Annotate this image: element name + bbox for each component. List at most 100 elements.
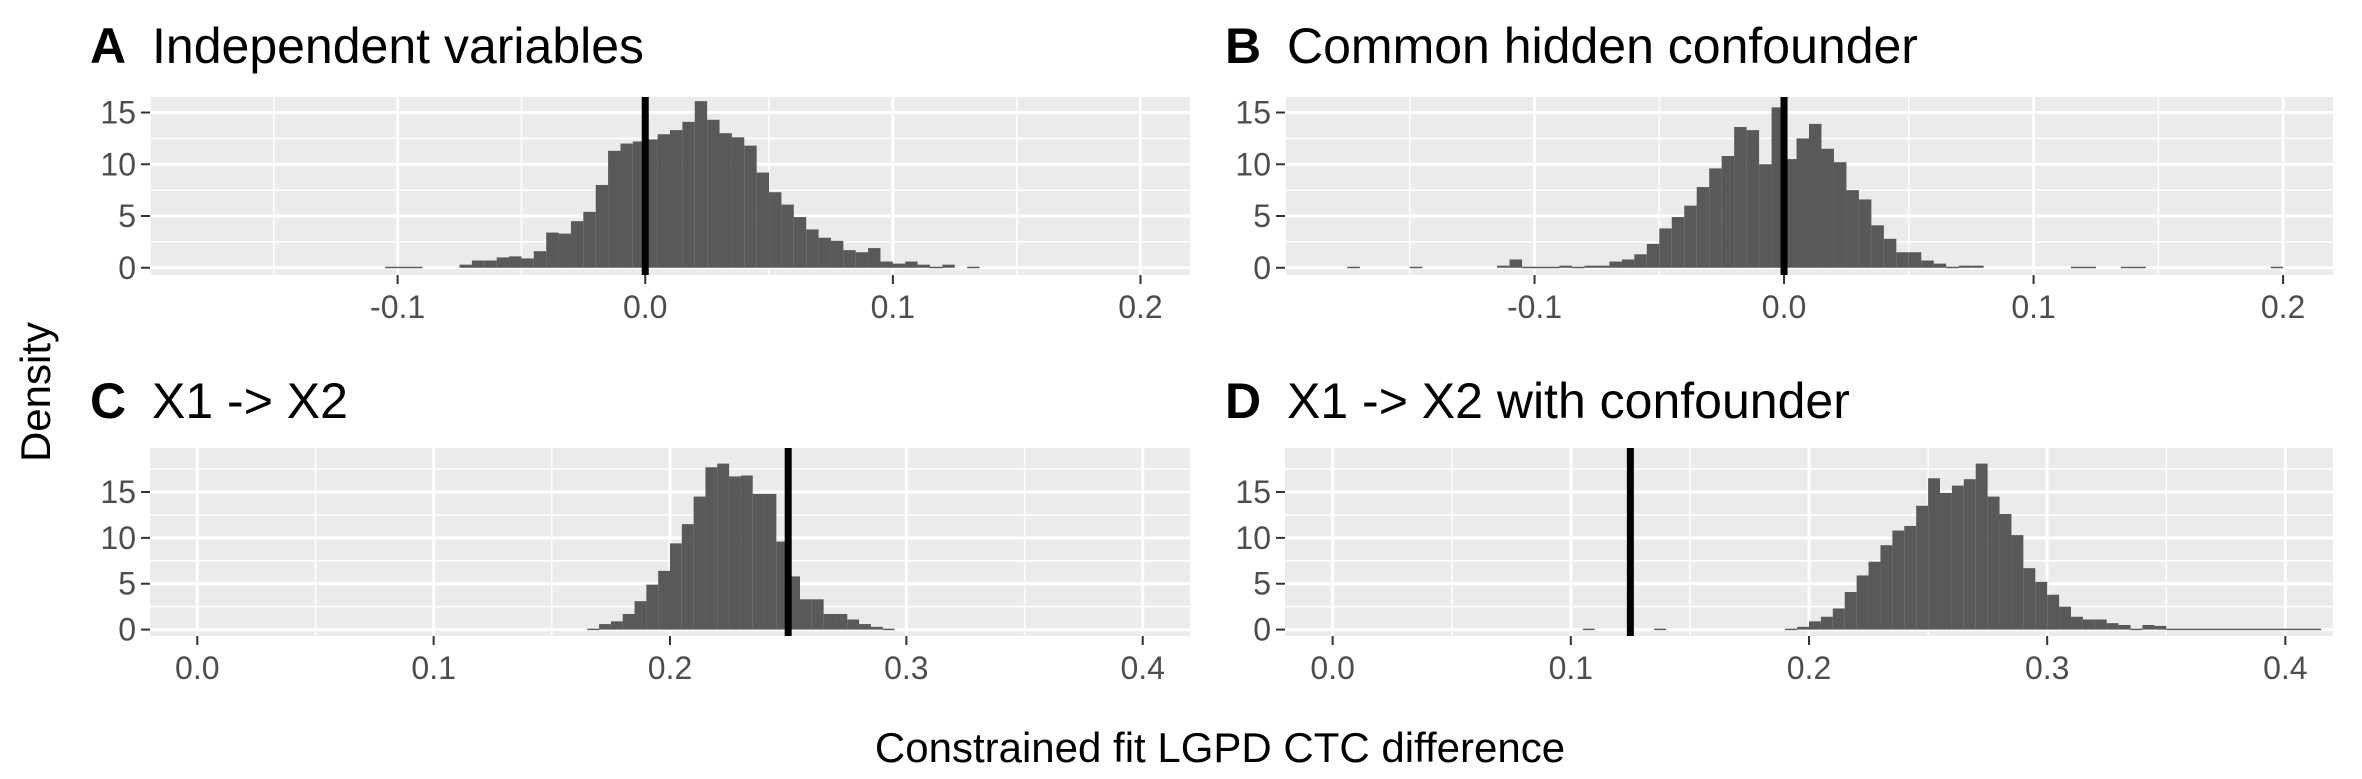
- histogram-bar: [2011, 535, 2024, 630]
- y-tick-label: 5: [118, 198, 136, 234]
- histogram-bar: [2142, 624, 2155, 630]
- histogram-bar: [634, 601, 647, 630]
- histogram-bar: [1796, 138, 1809, 268]
- histogram-bar: [1582, 628, 1595, 631]
- histogram-bar: [694, 101, 708, 268]
- histogram-bar: [546, 232, 559, 268]
- histogram-bar: [769, 192, 782, 268]
- histogram-bar: [880, 261, 893, 268]
- histogram-bar: [1921, 260, 1934, 268]
- histogram-bar: [1797, 626, 1809, 630]
- histogram-bar: [1908, 252, 1922, 268]
- histogram-bar: [1684, 205, 1697, 268]
- x-tick-label: -0.1: [370, 289, 425, 325]
- histogram-bar: [1634, 254, 1647, 268]
- panel-title: X1 -> X2 with confounder: [1287, 373, 1850, 429]
- histogram-bar: [1654, 628, 1667, 631]
- histogram-bar: [1904, 525, 1917, 630]
- x-tick-label: 0.4: [1120, 650, 1164, 686]
- histogram-bar: [1820, 616, 1833, 630]
- histogram-bar: [657, 134, 670, 268]
- histogram-bar: [793, 217, 807, 268]
- panel-letter: C: [90, 373, 126, 429]
- histogram-bar: [1347, 266, 1360, 269]
- panel-title: X1 -> X2: [152, 373, 348, 429]
- histogram-bar: [2071, 266, 2084, 269]
- histogram-bar: [670, 543, 682, 630]
- histogram-bar: [847, 619, 860, 630]
- y-tick-label: 5: [118, 566, 136, 602]
- histogram-bar: [2118, 624, 2131, 630]
- x-tick-label: 0.3: [2025, 650, 2069, 686]
- histogram-bar: [1928, 478, 1940, 630]
- x-tick-label: 0.2: [2261, 289, 2305, 325]
- histogram-bar: [1497, 265, 1510, 268]
- x-tick-label: 0.1: [1549, 650, 1593, 686]
- histogram-bar: [2249, 628, 2262, 631]
- histogram-bar: [823, 613, 836, 630]
- y-tick-label: 0: [118, 612, 136, 648]
- histogram-bar: [1671, 217, 1685, 268]
- histogram-bar: [1958, 265, 1972, 268]
- histogram-bar: [2047, 594, 2060, 630]
- y-axis-title: Density: [12, 322, 59, 462]
- histogram-bar: [1999, 514, 2012, 630]
- histogram-bar: [882, 628, 895, 631]
- x-tick-label: 0.1: [871, 289, 915, 325]
- histogram-bar: [818, 237, 831, 268]
- histogram-bar: [811, 599, 824, 630]
- histogram-bar: [729, 476, 741, 630]
- histogram-bar: [705, 467, 718, 630]
- x-axis-title: Constrained fit LGPD CTC difference: [875, 724, 1565, 771]
- histogram-bar: [719, 133, 732, 268]
- histogram-bar: [646, 584, 659, 630]
- panel-title: Independent variables: [152, 18, 644, 74]
- histogram-bar: [855, 252, 869, 268]
- histogram-bar: [2285, 628, 2298, 631]
- histogram-bar: [682, 121, 695, 268]
- histogram-bar: [681, 524, 694, 630]
- panel-d: D X1 -> X2 with confounder 0 5 10 15 0.0 0.1 0.2…: [1225, 373, 2333, 686]
- x-tick-label: 0.0: [175, 650, 219, 686]
- histogram-bar: [1509, 259, 1523, 268]
- histogram-bar: [608, 150, 621, 268]
- y-tick-label: 15: [100, 95, 136, 131]
- histogram-bar: [1734, 127, 1747, 268]
- histogram-bar: [1785, 628, 1798, 631]
- histogram-bar: [942, 264, 955, 268]
- histogram-bar: [509, 256, 522, 268]
- y-tick-label: 5: [1253, 566, 1271, 602]
- x-tick-label: 0.1: [411, 650, 455, 686]
- histogram-bar: [1659, 228, 1672, 268]
- histogram-bar: [843, 250, 856, 268]
- histogram-bar: [2213, 628, 2226, 631]
- histogram-bar: [1821, 148, 1834, 268]
- x-tick-label: 0.2: [1118, 289, 1162, 325]
- panel-letter: A: [90, 18, 126, 74]
- histogram-bar: [1809, 123, 1822, 268]
- histogram-bar: [917, 264, 930, 268]
- histogram-bar: [2130, 628, 2143, 631]
- histogram-bar: [731, 137, 745, 268]
- histogram-bar: [707, 119, 720, 268]
- histogram-bar: [2237, 628, 2250, 631]
- histogram-bar: [835, 613, 848, 630]
- x-tick-label: 0.0: [1310, 650, 1354, 686]
- histogram-bar: [2309, 628, 2322, 631]
- y-tick-label: 10: [100, 146, 136, 182]
- histogram-bar: [583, 211, 596, 268]
- y-tick-label: 15: [1235, 474, 1271, 510]
- histogram-bar: [1409, 266, 1423, 269]
- histogram-bar: [1596, 265, 1610, 268]
- histogram-bar: [781, 204, 794, 268]
- histogram-bar: [744, 145, 757, 268]
- histogram-bar: [1940, 492, 1952, 630]
- histogram-bar: [1696, 187, 1710, 268]
- histogram-bar: [859, 624, 871, 630]
- histogram-bar: [2273, 628, 2286, 631]
- histogram-bar: [471, 260, 485, 268]
- histogram-bar: [670, 130, 683, 268]
- histogram-bar: [1946, 266, 1959, 269]
- histogram-bar: [2190, 628, 2202, 631]
- x-tick-label: 0.2: [648, 650, 692, 686]
